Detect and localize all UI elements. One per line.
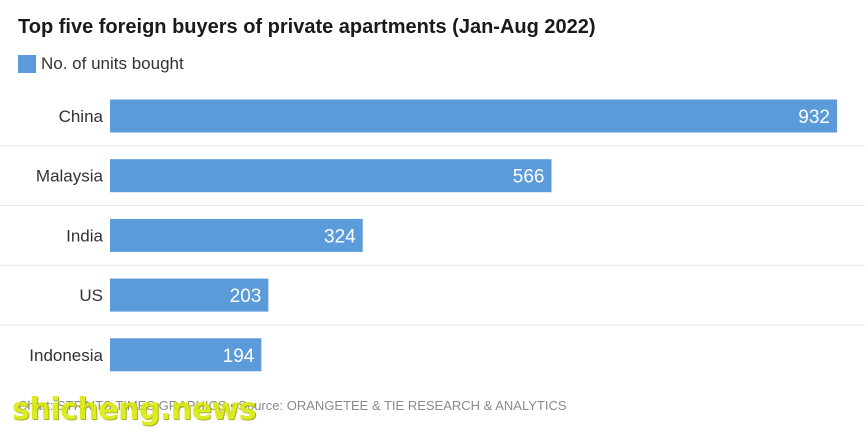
value-label-india: 324 — [324, 226, 356, 247]
bar-china — [110, 99, 837, 133]
category-label-china: China — [59, 107, 104, 126]
value-label-malaysia: 566 — [513, 167, 545, 188]
bar-indonesia — [110, 338, 262, 372]
category-label-indonesia: Indonesia — [29, 346, 103, 365]
source-credit: Chart: STRAITS TIMES GRAPHICS • Source: … — [18, 398, 567, 413]
legend-label: No. of units bought — [41, 54, 184, 73]
chart-title: Top five foreign buyers of private apart… — [18, 16, 596, 38]
legend: No. of units bought — [18, 54, 184, 74]
watermark-logo: shicheng.news — [12, 392, 257, 427]
bar-us — [110, 278, 269, 312]
legend-swatch — [18, 55, 36, 73]
bar-india — [110, 218, 363, 252]
category-label-india: India — [66, 226, 103, 245]
category-label-malaysia: Malaysia — [36, 167, 104, 186]
value-label-indonesia: 194 — [223, 346, 255, 367]
value-label-us: 203 — [230, 286, 262, 307]
category-label-us: US — [79, 286, 103, 305]
bar-malaysia — [110, 159, 552, 193]
value-label-china: 932 — [798, 107, 830, 128]
